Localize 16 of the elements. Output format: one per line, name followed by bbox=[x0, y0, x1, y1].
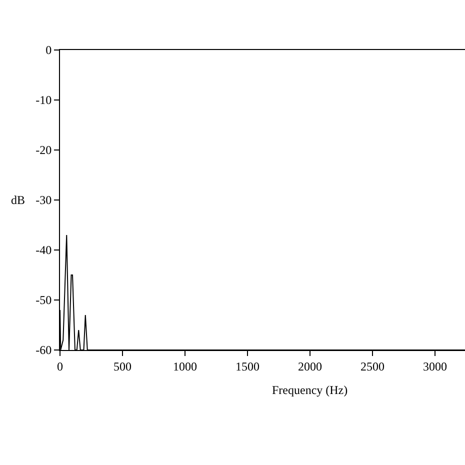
y-tick-label: -20 bbox=[36, 143, 52, 158]
y-tick-label: -30 bbox=[36, 193, 52, 208]
y-axis-title: dB bbox=[11, 193, 26, 207]
x-tick-label: 1500 bbox=[236, 359, 260, 374]
x-tick-label: 2500 bbox=[360, 359, 384, 374]
y-tick-label: -40 bbox=[36, 243, 52, 258]
x-axis-title: Frequency (Hz) bbox=[272, 383, 348, 397]
x-tick-label: 2000 bbox=[298, 359, 322, 374]
y-tick-label: -50 bbox=[36, 293, 52, 308]
x-tick-label: 0 bbox=[57, 359, 63, 374]
y-tick-label: -10 bbox=[36, 93, 52, 108]
y-tick-label: -60 bbox=[36, 343, 52, 358]
x-tick-label: 1000 bbox=[173, 359, 197, 374]
x-tick-label: 3000 bbox=[423, 359, 447, 374]
y-tick-label: 0 bbox=[46, 43, 52, 58]
x-tick-label: 500 bbox=[114, 359, 132, 374]
